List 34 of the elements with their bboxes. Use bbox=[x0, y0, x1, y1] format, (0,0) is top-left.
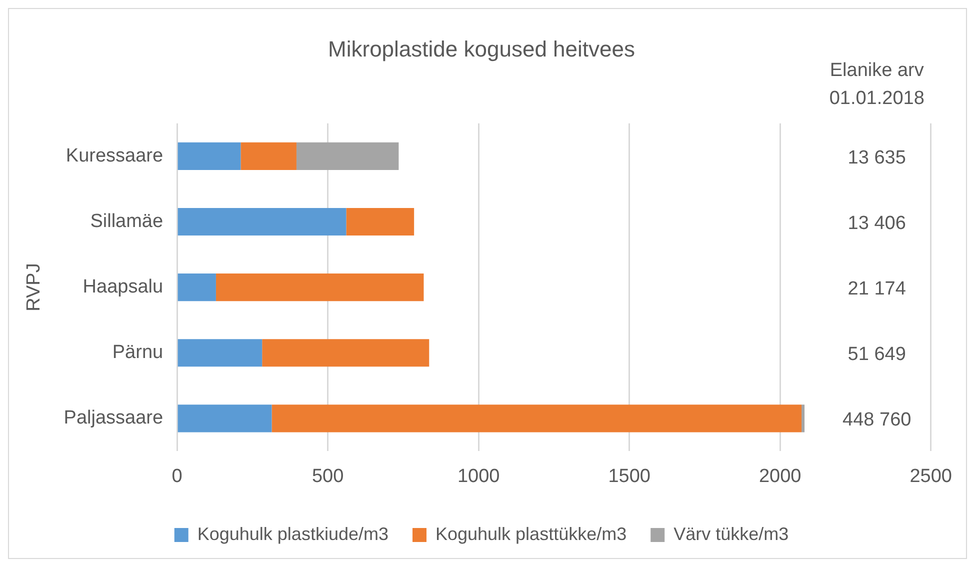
bar bbox=[346, 208, 414, 236]
y-tick-label: Sillamäe bbox=[90, 210, 164, 232]
x-tick-label: 2500 bbox=[910, 466, 952, 487]
bar bbox=[262, 339, 430, 367]
bar bbox=[296, 142, 399, 170]
annotation: 51 649 bbox=[848, 344, 906, 366]
y-axis-title: RVPJ bbox=[24, 263, 45, 312]
y-tick-label: Pärnu bbox=[112, 342, 164, 364]
chart-title: Mikroplastide kogused heitvees bbox=[328, 36, 635, 62]
bar bbox=[240, 142, 296, 170]
annotation: 13 635 bbox=[848, 147, 906, 168]
bar bbox=[272, 404, 802, 432]
text: Elanike arv 01.01.2018 bbox=[829, 60, 924, 110]
bar bbox=[178, 404, 272, 432]
x-tick-label: 1000 bbox=[457, 466, 500, 487]
x-tick-label: 2000 bbox=[758, 466, 802, 487]
annotation: 448 760 bbox=[842, 410, 912, 431]
y-tick-label: Haapsalu bbox=[82, 276, 164, 298]
x-tick-label: 1500 bbox=[608, 466, 650, 487]
legend-label: Koguhulk plastkiude/m3 bbox=[197, 524, 388, 544]
bar bbox=[216, 274, 424, 302]
bar bbox=[178, 339, 262, 367]
bar bbox=[178, 274, 216, 302]
bar bbox=[178, 142, 241, 170]
annotation: 13 406 bbox=[848, 212, 906, 234]
legend-label: Värv tükke/m3 bbox=[674, 524, 789, 544]
y-tick-label: Paljassaare bbox=[64, 408, 164, 429]
bar bbox=[802, 404, 805, 432]
legend-label: Koguhulk plasttükke/m3 bbox=[435, 524, 627, 544]
annotation: 21 174 bbox=[848, 278, 906, 300]
x-tick-label: 0 bbox=[172, 466, 182, 487]
x-tick-label: 500 bbox=[312, 466, 344, 487]
y-tick-label: Kuressaare bbox=[66, 145, 164, 166]
bar bbox=[178, 208, 346, 236]
